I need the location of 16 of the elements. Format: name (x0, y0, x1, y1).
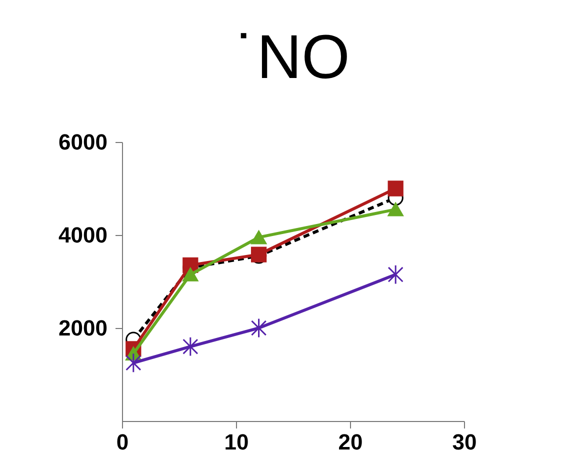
x-tick-label: 30 (452, 430, 477, 454)
y-tick-label: 6000 (58, 130, 108, 154)
y-tick-label: 2000 (58, 316, 108, 340)
point (388, 264, 404, 284)
point (182, 336, 198, 357)
point (250, 230, 267, 244)
chart-title: ˙NO (236, 23, 350, 92)
x-tick-label: 0 (116, 430, 129, 454)
point (126, 352, 142, 373)
x-tick-label: 10 (224, 430, 249, 454)
point (388, 202, 404, 216)
point (388, 180, 404, 196)
x-tick-label: 20 (338, 430, 363, 454)
point (182, 268, 198, 282)
point (250, 318, 267, 338)
y-tick-label: 4000 (58, 222, 108, 248)
